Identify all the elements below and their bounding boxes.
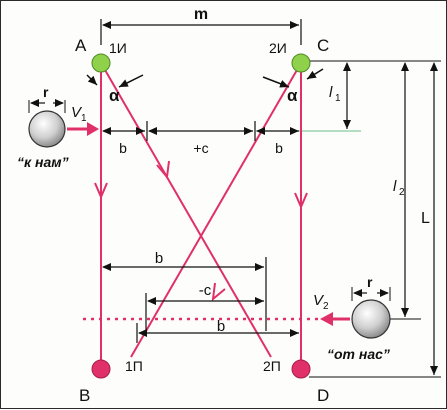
object-ball-right-icon	[351, 299, 391, 339]
label-r-right: r	[367, 274, 373, 290]
label-m: m	[194, 6, 208, 23]
label-v1-sub: 1	[81, 113, 87, 124]
dim-top-row	[102, 121, 299, 141]
label-receiver-1: 1П	[125, 358, 143, 374]
label-c-plus: +c	[193, 140, 208, 156]
label-b-top-right: b	[275, 140, 283, 156]
label-L: L	[421, 210, 430, 227]
label-v2-sub: 2	[323, 301, 329, 312]
label-b-lower-2: b	[217, 318, 225, 335]
label-v2: V	[313, 292, 325, 309]
label-emitter-2: 2И	[269, 40, 287, 56]
label-r-left: r	[43, 84, 49, 100]
object-ball-left-icon	[28, 110, 66, 148]
label-toward: “к нам”	[17, 154, 69, 170]
label-l1: l	[329, 84, 333, 101]
label-alpha-left: α	[109, 86, 120, 105]
label-c-minus: -c	[199, 282, 212, 299]
label-l2-sub: 2	[399, 187, 405, 198]
label-v1: V	[71, 104, 83, 121]
object-v1	[28, 99, 99, 148]
vertical-beams	[100, 63, 302, 367]
emitter-a-icon	[91, 53, 111, 73]
label-point-b: B	[79, 386, 90, 405]
angle-pointers	[86, 68, 324, 88]
object-v2	[320, 287, 391, 339]
label-alpha-right: α	[287, 86, 298, 105]
emitter-c-icon	[291, 53, 311, 73]
dim-vertical	[343, 62, 438, 375]
diagonal-beams	[100, 62, 302, 358]
beam-arrows	[94, 160, 308, 302]
dim-m	[100, 19, 302, 45]
label-point-a: A	[75, 36, 87, 55]
beam-1i-2p	[100, 62, 272, 358]
receiver-b-icon	[91, 359, 111, 379]
label-point-c: C	[317, 36, 329, 55]
extension-lines	[256, 60, 441, 378]
label-b-top-left: b	[119, 140, 127, 156]
label-l2: l	[393, 178, 397, 195]
dim-lower	[102, 257, 299, 343]
label-receiver-2: 2П	[263, 358, 281, 374]
receiver-d-icon	[291, 359, 311, 379]
label-b-lower-1: b	[155, 250, 163, 267]
label-l1-sub: 1	[335, 93, 341, 104]
label-emitter-1: 1И	[109, 40, 127, 56]
label-point-d: D	[317, 386, 329, 405]
label-away: “от нас”	[327, 346, 390, 362]
beam-2i-1p	[130, 62, 302, 358]
